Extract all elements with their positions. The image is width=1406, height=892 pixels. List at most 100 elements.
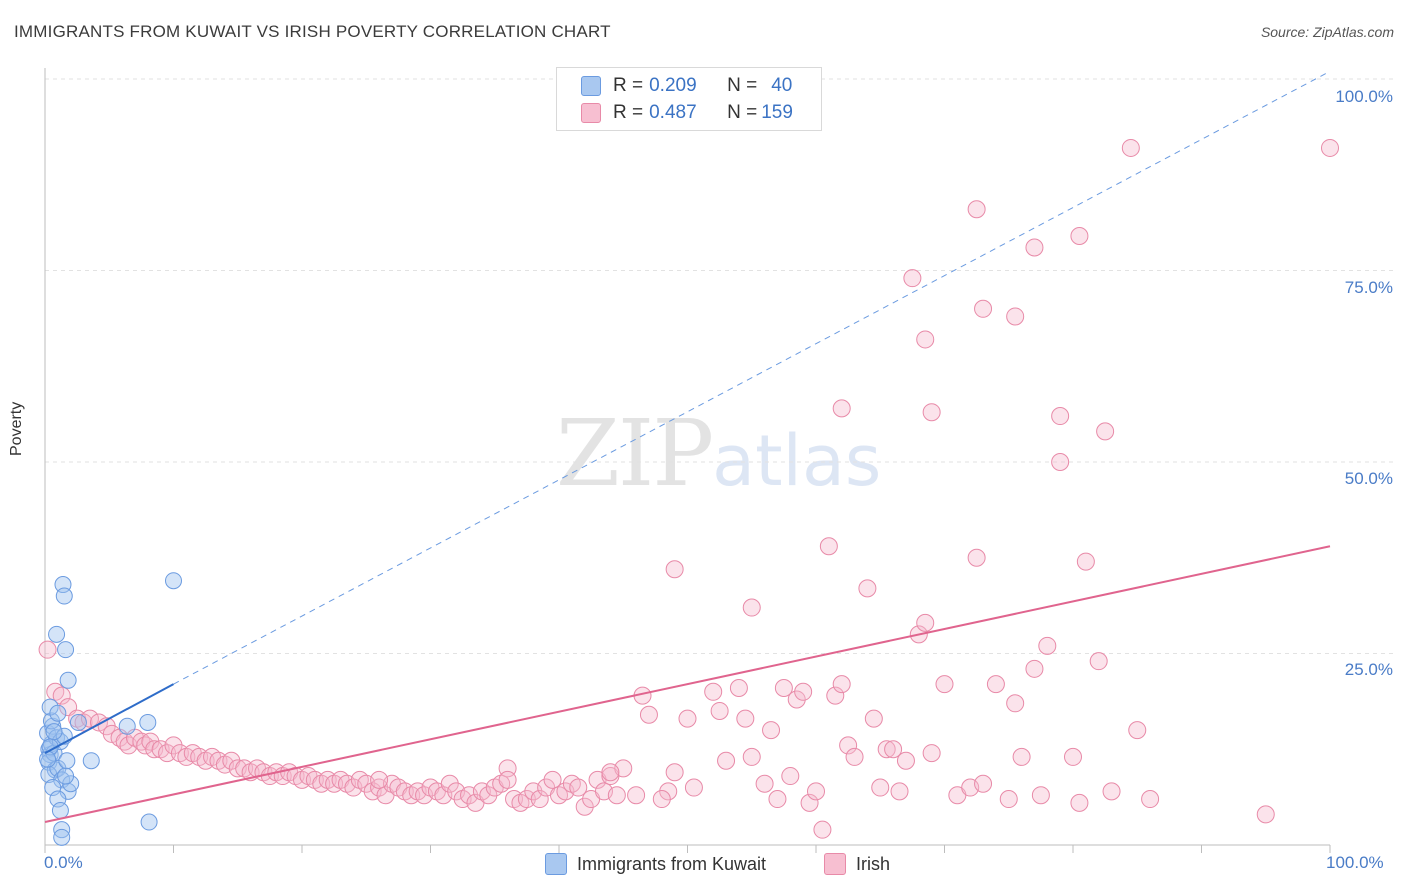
data-point-irish bbox=[781, 767, 800, 786]
legend-label-irish: Irish bbox=[856, 853, 891, 874]
watermark-atlas: atlas bbox=[712, 420, 882, 502]
data-point-irish bbox=[1051, 407, 1070, 426]
y-tick-label-75: 75.0% bbox=[1344, 278, 1393, 297]
data-point-irish bbox=[1006, 694, 1025, 713]
data-point-irish bbox=[659, 782, 678, 801]
data-point-irish bbox=[1096, 422, 1115, 441]
data-point-irish bbox=[916, 613, 935, 632]
data-point-irish bbox=[704, 682, 723, 701]
data-point-irish bbox=[1025, 238, 1044, 257]
data-point-irish bbox=[1321, 138, 1339, 157]
data-point-irish bbox=[832, 399, 851, 418]
data-point-irish bbox=[440, 774, 459, 793]
data-point-irish bbox=[787, 690, 806, 709]
legend-stats-row-irish: R = 0.487 N = 159 bbox=[581, 100, 793, 126]
data-point-irish bbox=[543, 770, 562, 789]
legend-n-value: 159 bbox=[761, 102, 793, 123]
data-point-irish bbox=[884, 740, 903, 759]
legend-swatch-irish bbox=[824, 853, 846, 875]
data-point-irish bbox=[607, 786, 626, 805]
watermark-zip: ZIP bbox=[556, 400, 714, 507]
data-point-irish bbox=[1121, 138, 1140, 157]
data-point-irish bbox=[717, 751, 736, 770]
data-point-irish bbox=[864, 709, 883, 728]
data-point-irish bbox=[890, 782, 909, 801]
data-point-kuwait bbox=[165, 572, 182, 590]
legend-r-label: R = bbox=[613, 75, 644, 96]
trendline-irish bbox=[44, 545, 1331, 823]
data-point-irish bbox=[736, 709, 755, 728]
data-point-irish bbox=[498, 770, 517, 789]
data-point-kuwait bbox=[57, 641, 75, 659]
data-point-irish bbox=[164, 736, 183, 755]
data-point-kuwait bbox=[140, 813, 158, 831]
legend-r-label: R = bbox=[613, 102, 644, 123]
data-point-irish bbox=[935, 675, 954, 694]
data-point-irish bbox=[903, 269, 922, 288]
data-point-irish bbox=[967, 548, 986, 567]
data-point-kuwait bbox=[51, 802, 69, 820]
data-point-irish bbox=[858, 579, 877, 598]
data-point-irish bbox=[800, 793, 819, 812]
data-point-irish bbox=[370, 770, 389, 789]
data-point-irish bbox=[922, 744, 941, 763]
data-point-irish bbox=[601, 763, 620, 782]
y-tick-label-50: 50.0% bbox=[1344, 469, 1393, 488]
data-point-irish bbox=[742, 747, 761, 766]
data-point-kuwait bbox=[53, 828, 71, 846]
data-point-irish bbox=[755, 774, 774, 793]
watermark: ZIPatlas bbox=[556, 400, 881, 507]
data-point-kuwait bbox=[45, 723, 63, 741]
data-point-kuwait bbox=[55, 587, 73, 605]
data-point-irish bbox=[665, 763, 684, 782]
data-point-irish bbox=[986, 675, 1005, 694]
data-point-irish bbox=[684, 778, 703, 797]
data-point-irish bbox=[762, 721, 781, 740]
trendline-kuwait-extension bbox=[173, 70, 1331, 685]
data-point-irish bbox=[819, 537, 838, 556]
data-point-irish bbox=[922, 403, 941, 422]
legend-swatch-kuwait bbox=[581, 76, 601, 96]
legend-n-label: N = bbox=[727, 102, 758, 123]
data-point-irish bbox=[768, 790, 787, 809]
legend-stats: R = 0.209 N = 40 R = 0.487 N = 159 bbox=[556, 67, 822, 131]
data-point-kuwait bbox=[82, 752, 100, 770]
data-point-irish bbox=[1064, 747, 1082, 766]
data-point-irish bbox=[813, 820, 832, 839]
data-point-irish bbox=[1141, 790, 1160, 809]
data-point-irish bbox=[974, 299, 993, 318]
data-point-irish bbox=[627, 786, 646, 805]
data-point-kuwait bbox=[57, 767, 75, 785]
legend-item-kuwait[interactable]: Immigrants from Kuwait bbox=[545, 852, 766, 876]
legend-r-value: 0.487 bbox=[649, 102, 697, 123]
data-point-kuwait bbox=[139, 713, 157, 731]
data-point-irish bbox=[999, 790, 1018, 809]
data-point-kuwait bbox=[58, 752, 76, 770]
data-point-irish bbox=[1089, 652, 1108, 671]
data-point-irish bbox=[1031, 786, 1050, 805]
data-point-irish bbox=[1102, 782, 1121, 801]
data-point-irish bbox=[845, 747, 864, 766]
data-point-kuwait bbox=[118, 717, 136, 735]
legend-label-kuwait: Immigrants from Kuwait bbox=[577, 853, 767, 874]
data-point-irish bbox=[652, 790, 671, 809]
legend-item-irish[interactable]: Irish bbox=[824, 852, 890, 876]
data-point-irish bbox=[1051, 453, 1070, 471]
chart-title: IMMIGRANTS FROM KUWAIT VS IRISH POVERTY … bbox=[14, 22, 611, 41]
data-point-irish bbox=[158, 744, 177, 763]
data-point-irish bbox=[896, 751, 915, 770]
data-point-irish bbox=[479, 786, 498, 805]
legend-swatch-kuwait bbox=[545, 853, 567, 875]
data-point-irish bbox=[1025, 659, 1044, 678]
data-point-irish bbox=[1012, 747, 1031, 766]
legend-n-label: N = bbox=[727, 75, 758, 96]
data-point-irish bbox=[1038, 636, 1057, 655]
data-point-kuwait bbox=[69, 713, 87, 731]
data-point-irish bbox=[794, 682, 813, 701]
data-point-irish bbox=[80, 709, 99, 728]
data-point-irish bbox=[530, 790, 549, 809]
data-point-irish bbox=[742, 598, 761, 617]
data-point-irish bbox=[575, 797, 594, 816]
data-point-irish bbox=[1006, 307, 1025, 326]
